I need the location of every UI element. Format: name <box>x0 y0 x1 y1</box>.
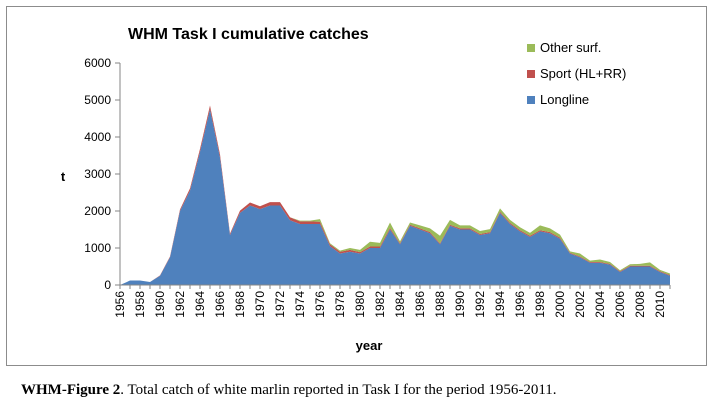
y-tick-label: 6000 <box>84 56 111 70</box>
x-axis-label: year <box>356 338 383 353</box>
x-tick-label: 1964 <box>193 291 207 318</box>
y-tick-label: 1000 <box>84 241 111 255</box>
plot-area: 0 1000 2000 3000 4000 5000 6000 1956 1958 1960 196… <box>84 56 671 318</box>
x-tick-label: 1996 <box>513 291 527 318</box>
area-series-longline <box>120 109 670 285</box>
x-tick-label: 1982 <box>373 291 387 318</box>
y-tick-label: 0 <box>104 278 111 292</box>
legend-swatch-longline <box>527 96 535 104</box>
x-tick-label: 1956 <box>113 291 127 318</box>
legend-label-sport-hl-rr: Sport (HL+RR) <box>540 66 626 81</box>
area-series-other-surf <box>120 105 670 285</box>
chart-svg: WHM Task I cumulative catches 0 1000 2000 3… <box>61 26 671 353</box>
legend-swatch-other-surf <box>527 44 535 52</box>
y-tick-label: 5000 <box>84 93 111 107</box>
legend-swatch-sport-hl-rr <box>527 70 535 78</box>
x-tick-label: 1980 <box>353 291 367 318</box>
x-tick-label: 2004 <box>593 291 607 318</box>
y-tick-label: 3000 <box>84 167 111 181</box>
x-tick-label: 2010 <box>653 291 667 318</box>
x-tick-label: 1960 <box>153 291 167 318</box>
x-tick-label: 2008 <box>633 291 647 318</box>
y-tick-label: 2000 <box>84 204 111 218</box>
chart-frame: WHM Task I cumulative catches 0 1000 2000 3… <box>6 6 707 366</box>
x-tick-label: 1986 <box>413 291 427 318</box>
x-tick-label: 1970 <box>253 291 267 318</box>
x-tick-label: 1958 <box>133 291 147 318</box>
x-tick-label: 1994 <box>493 291 507 318</box>
x-tick-label: 1974 <box>293 291 307 318</box>
x-tick-label: 1976 <box>313 291 327 318</box>
legend-label-other-surf: Other surf. <box>540 40 601 55</box>
y-axis-label: t <box>61 169 66 184</box>
legend: Other surf. Sport (HL+RR) Longline <box>527 40 626 107</box>
x-tick-label: 2000 <box>553 291 567 318</box>
x-tick-label: 2002 <box>573 291 587 318</box>
x-tick-label: 1978 <box>333 291 347 318</box>
x-tick-label: 1966 <box>213 291 227 318</box>
x-tick-label: 1992 <box>473 291 487 318</box>
legend-label-longline: Longline <box>540 92 589 107</box>
x-tick-label: 1988 <box>433 291 447 318</box>
figure-caption: WHM-Figure 2. Total catch of white marli… <box>21 382 711 399</box>
x-tick-label: 1998 <box>533 291 547 318</box>
caption-figure-number: WHM-Figure 2 <box>21 382 121 398</box>
caption-text: . Total catch of white marlin reported i… <box>120 382 557 398</box>
x-tick-label: 1990 <box>453 291 467 318</box>
x-tick-label: 1968 <box>233 291 247 318</box>
x-tick-label: 1962 <box>173 291 187 318</box>
x-tick-label: 1984 <box>393 291 407 318</box>
x-tick-label: 2006 <box>613 291 627 318</box>
chart-title: WHM Task I cumulative catches <box>128 26 369 43</box>
x-tick-label: 1972 <box>273 291 287 318</box>
y-tick-label: 4000 <box>84 130 111 144</box>
